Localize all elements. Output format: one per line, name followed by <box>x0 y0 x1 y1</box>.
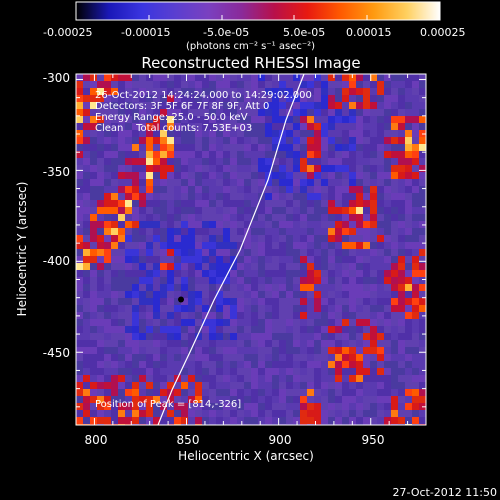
rhessi-image <box>76 74 426 425</box>
colorbar: -0.00025 -0.00015 -5.0e-05 5.0e-05 0.000… <box>43 1 466 52</box>
plot-frame <box>75 73 427 426</box>
x-tick-label: 850 <box>177 433 200 447</box>
plot-title: Reconstructed RHESSI Image <box>141 54 360 72</box>
peak-position-text: Position of Peak = [814,-326] <box>95 399 241 410</box>
colorbar-units: (photons cm⁻² s⁻¹ asec⁻²) <box>186 41 315 52</box>
x-axis-label: Heliocentric X (arcsec) <box>178 449 314 463</box>
colorbar-tick-label: -0.00015 <box>121 26 170 39</box>
colorbar-strip <box>75 1 441 21</box>
info-detectors: Detectors: 3F 5F 6F 7F 8F 9F, Att 0 <box>95 101 269 112</box>
info-energy-range: Energy Range: 25.0 - 50.0 keV <box>95 112 248 123</box>
y-tick-label: -450 <box>43 346 70 360</box>
image-pixels <box>76 74 426 425</box>
info-block: 26-Oct-2012 14:24:24.000 to 14:29:02.000… <box>95 90 312 410</box>
x-tick-label: 800 <box>85 433 108 447</box>
colorbar-tick-label: -5.0e-05 <box>203 26 249 39</box>
colorbar-ticks <box>75 15 441 20</box>
y-tick-label: -350 <box>43 165 70 179</box>
info-clean-counts: Clean Total counts: 7.53E+03 <box>95 123 252 134</box>
footer-timestamp: 27-Oct-2012 11:50 <box>393 486 497 499</box>
y-axis-label: Heliocentric Y (arcsec) <box>15 182 29 317</box>
colorbar-tick-label: 0.00015 <box>346 26 392 39</box>
y-tick-label: -300 <box>43 71 70 85</box>
info-time-range: 26-Oct-2012 14:24:24.000 to 14:29:02.000 <box>95 90 312 101</box>
colorbar-tick-label: 5.0e-05 <box>283 26 325 39</box>
y-tick-label: -400 <box>43 254 70 268</box>
x-tick-label: 950 <box>362 433 385 447</box>
solar-limb-line <box>157 74 305 425</box>
x-tick-label: 900 <box>269 433 292 447</box>
peak-marker <box>178 296 184 303</box>
colorbar-tick-label: -0.00025 <box>43 26 92 39</box>
colorbar-tick-label: 0.00025 <box>420 26 466 39</box>
axis-ticks <box>76 74 426 425</box>
